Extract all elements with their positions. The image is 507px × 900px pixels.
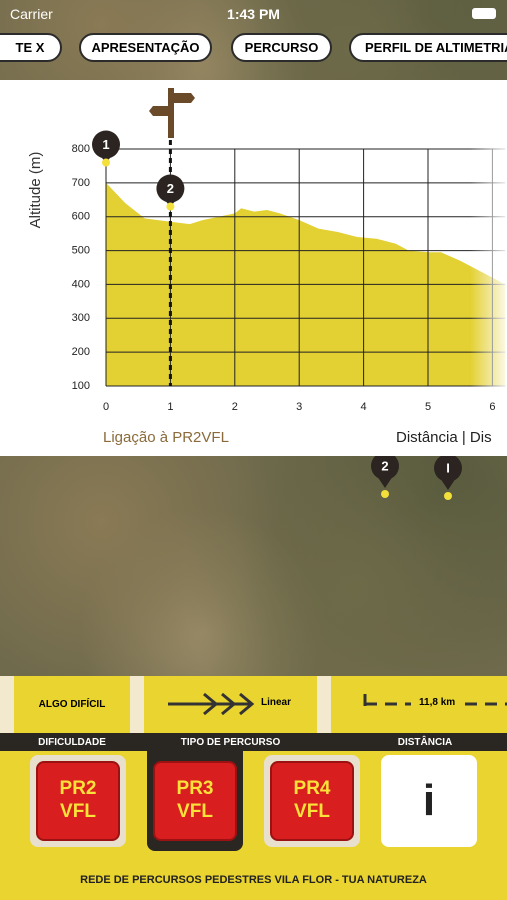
button-label: PR3 VFL — [153, 761, 237, 841]
tab[interactable]: PERFIL DE ALTIMETRIA — [349, 33, 507, 62]
footer: REDE DE PERCURSOS PEDESTRES VILA FLOR - … — [80, 874, 427, 886]
y-tick-label: 400 — [72, 278, 90, 290]
distance-value: 11,8 km — [419, 697, 456, 708]
map-marker[interactable]: I — [434, 456, 462, 500]
info-label: DISTÂNCIA — [397, 737, 453, 748]
clock: 1:43 PM — [227, 6, 280, 22]
info-label: TIPO DE PERCURSO — [180, 737, 281, 748]
x-tick-label: 6 — [489, 401, 495, 413]
signpost — [149, 88, 195, 138]
marker-pin-tip — [162, 197, 179, 207]
route-type: Linear — [144, 676, 317, 733]
difficulty: ALGO DIFÍCIL — [14, 676, 130, 733]
y-tick-label: 100 — [72, 380, 90, 392]
marker-pin — [156, 174, 185, 203]
route-button[interactable]: PR3 VFL — [147, 755, 243, 847]
battery — [472, 8, 496, 19]
marker-label: 1 — [102, 137, 109, 152]
x-tick-label: 3 — [296, 401, 302, 413]
info-button[interactable]: i — [381, 755, 477, 847]
carrier: Carrier — [10, 6, 53, 22]
map-marker[interactable]: 2 — [371, 456, 399, 498]
y-tick-label: 800 — [72, 143, 90, 155]
elevation-chart: Altitude (m) Ligação à PR2VFL Distância … — [0, 80, 507, 456]
route-type-value: Linear — [261, 697, 292, 708]
label-strip — [0, 733, 507, 751]
marker-label: 2 — [167, 181, 174, 196]
y-axis-label: Altitude (m) — [27, 152, 44, 229]
button-label: PR2 VFL — [36, 761, 120, 841]
tab[interactable]: APRESENTAÇÃO — [79, 33, 212, 62]
elevation-marker: 2 — [156, 174, 185, 211]
distance-icon — [363, 694, 507, 714]
x-tick-label: 2 — [232, 401, 238, 413]
marker-label: 2 — [381, 458, 388, 473]
elevation-marker: 1 — [92, 130, 120, 167]
route-type-icon — [168, 692, 255, 716]
button-label: PR4 VFL — [270, 761, 354, 841]
tab[interactable]: TE X — [0, 33, 62, 62]
map[interactable] — [0, 456, 507, 676]
x-tick-label: 1 — [167, 401, 173, 413]
marker-label: I — [446, 460, 450, 475]
axis-caption: Distância | Dis — [396, 429, 492, 446]
info-label: DIFICULDADE — [38, 737, 106, 748]
x-tick-label: 4 — [361, 401, 367, 413]
y-tick-label: 600 — [72, 211, 90, 223]
marker-pin — [92, 130, 120, 159]
y-tick-label: 500 — [72, 244, 90, 256]
x-tick-label: 5 — [425, 401, 431, 413]
route-caption: Ligação à PR2VFL — [103, 429, 229, 446]
marker-pin-tip — [98, 153, 114, 163]
map-overlay: 2 I — [371, 456, 462, 500]
tab[interactable]: PERCURSO — [231, 33, 332, 62]
marker-dot — [166, 202, 175, 211]
x-tick-label: 0 — [103, 401, 109, 413]
route-button[interactable]: PR4 VFL — [264, 755, 360, 847]
y-tick-label: 300 — [72, 312, 90, 324]
y-tick-label: 700 — [72, 177, 90, 189]
route-button[interactable]: PR2 VFL — [30, 755, 126, 847]
marker-dot — [102, 158, 110, 167]
fade — [470, 140, 507, 400]
distance: 11,8 km — [331, 676, 507, 733]
y-tick-label: 200 — [72, 346, 90, 358]
